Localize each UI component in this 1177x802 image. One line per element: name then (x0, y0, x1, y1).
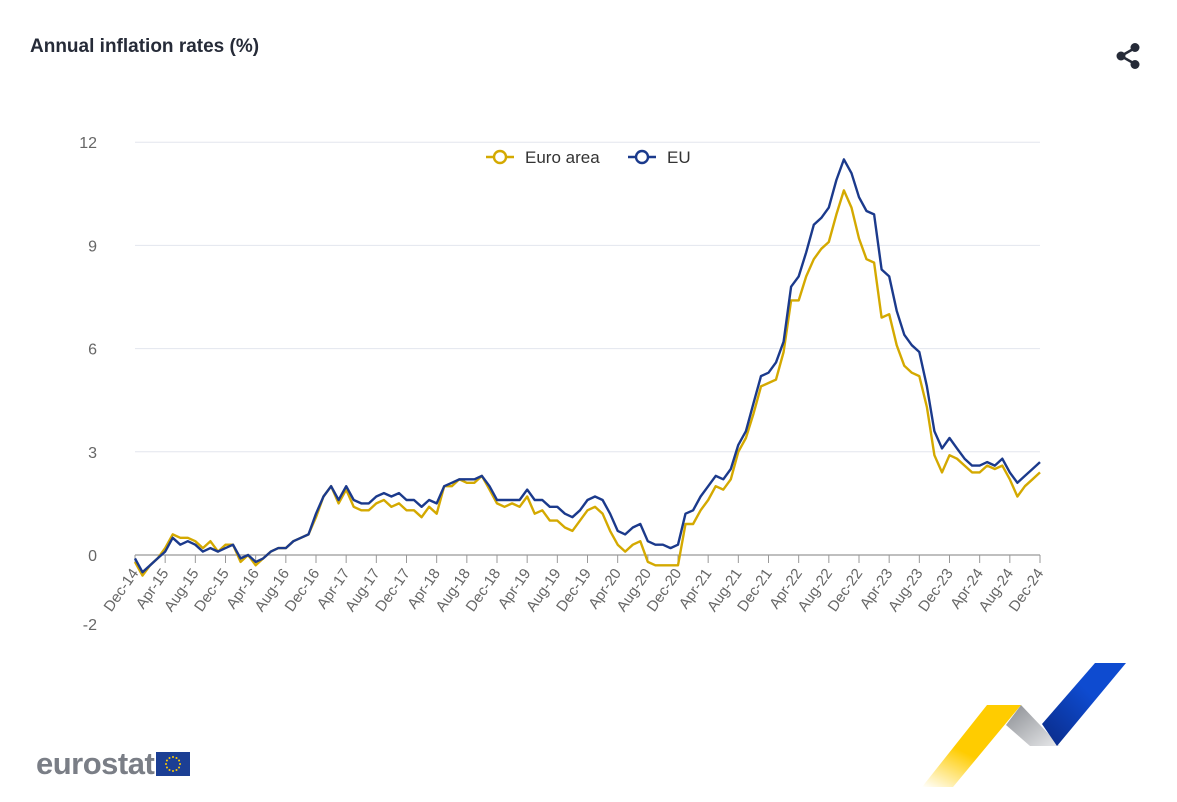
eurostat-ribbon-decoration (922, 663, 1126, 787)
y-tick-label: 12 (79, 135, 97, 152)
chart-title: Annual inflation rates (%) (30, 36, 260, 57)
legend-item-euro-area: Euro area (486, 148, 600, 167)
flag-star (166, 766, 169, 769)
series-line-eu (133, 158, 1041, 574)
legend-item-eu: EU (628, 148, 691, 167)
y-tick-label: 3 (88, 445, 97, 462)
legend: Euro area EU (486, 148, 691, 167)
x-tick-label: Dec-14 (101, 566, 143, 615)
legend-label: EU (667, 148, 691, 167)
flag-star (165, 763, 168, 765)
y-tick-label: 6 (88, 342, 97, 359)
flag-star (178, 759, 181, 762)
eu-flag-icon (156, 752, 191, 776)
flag-star (175, 769, 178, 772)
legend-marker (634, 149, 650, 165)
share-icon[interactable] (1112, 40, 1144, 72)
flag-star (175, 756, 178, 759)
logo-text: eurostat (36, 746, 155, 781)
flag-star (168, 756, 171, 759)
series-line-euro-area (133, 189, 1041, 577)
legend-marker (492, 149, 508, 165)
flag-star (172, 770, 175, 772)
y-tick-label: -2 (83, 617, 97, 634)
legend-label: Euro area (525, 148, 600, 167)
flag-star (172, 756, 175, 758)
flag-star (166, 759, 169, 762)
flag-star (179, 763, 182, 765)
flag-star (178, 766, 181, 769)
y-tick-label: 9 (88, 238, 97, 255)
y-tick-label: 0 (88, 548, 97, 565)
flag-star (168, 769, 171, 772)
eurostat-logo: eurostat (36, 746, 191, 782)
